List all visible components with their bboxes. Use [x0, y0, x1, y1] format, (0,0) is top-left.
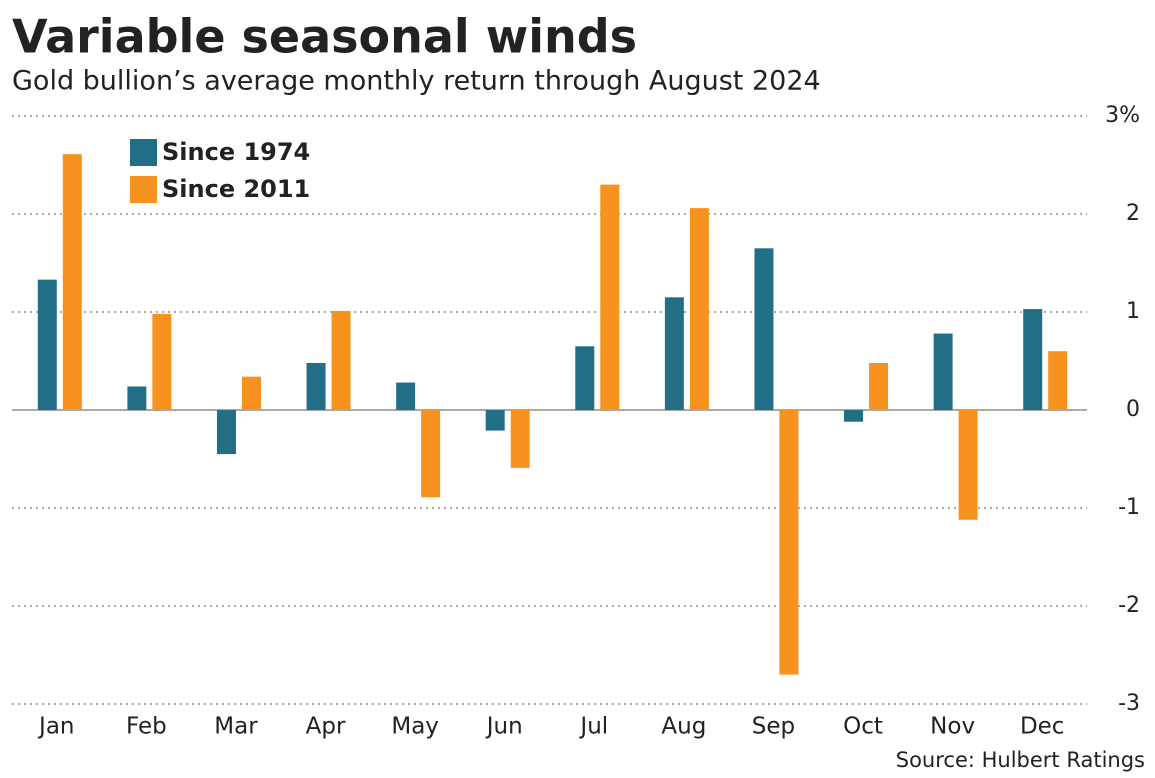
y-tick-label: -3: [1118, 691, 1140, 716]
y-tick-label: -2: [1118, 593, 1140, 618]
x-tick-label: Mar: [214, 714, 258, 740]
x-tick-label: Dec: [1020, 714, 1065, 740]
bar: [844, 410, 864, 422]
bar: [958, 410, 978, 520]
x-tick-label: Jun: [485, 714, 523, 740]
bar: [664, 297, 684, 410]
bar: [421, 410, 441, 498]
x-tick-label: Jan: [37, 714, 74, 740]
x-tick-label: Apr: [306, 714, 346, 740]
bar: [127, 386, 147, 410]
bar: [869, 362, 889, 410]
x-tick-label: May: [391, 714, 439, 740]
y-tick-label: -1: [1118, 495, 1140, 520]
y-tick-label: 1: [1126, 299, 1140, 324]
x-tick-label: Sep: [752, 714, 795, 740]
bar: [510, 410, 530, 468]
x-tick-label: Feb: [126, 714, 167, 740]
bar: [575, 346, 595, 410]
source: Source: Hulbert Ratings: [896, 748, 1145, 772]
x-tick-label: Oct: [843, 714, 883, 740]
legend-swatch: [130, 176, 157, 203]
bar: [241, 376, 261, 410]
legend-swatch: [130, 139, 157, 166]
x-tick-label: Jul: [578, 714, 608, 740]
bar: [779, 410, 799, 675]
bar: [754, 248, 774, 410]
y-tick-label: 3%: [1105, 103, 1140, 128]
bar: [485, 410, 505, 431]
bar: [62, 154, 82, 410]
bar: [216, 410, 236, 455]
bar: [600, 184, 620, 410]
bar: [933, 333, 953, 410]
bar: [331, 311, 351, 410]
bar: [1048, 351, 1068, 410]
bar: [689, 208, 709, 410]
x-tick-label: Nov: [930, 714, 975, 740]
bar: [37, 279, 57, 410]
y-tick-label: 0: [1126, 397, 1140, 422]
x-tick-label: Aug: [661, 714, 706, 740]
legend-label: Since 2011: [162, 175, 310, 203]
bar: [306, 362, 326, 410]
chart-subtitle: Gold bullion’s average monthly return th…: [12, 66, 821, 97]
bar: [1023, 309, 1043, 410]
chart-title: Variable seasonal winds: [12, 10, 637, 64]
bar: [396, 382, 416, 410]
y-tick-label: 2: [1126, 201, 1140, 226]
bar: [152, 313, 172, 410]
legend-label: Since 1974: [162, 138, 310, 166]
